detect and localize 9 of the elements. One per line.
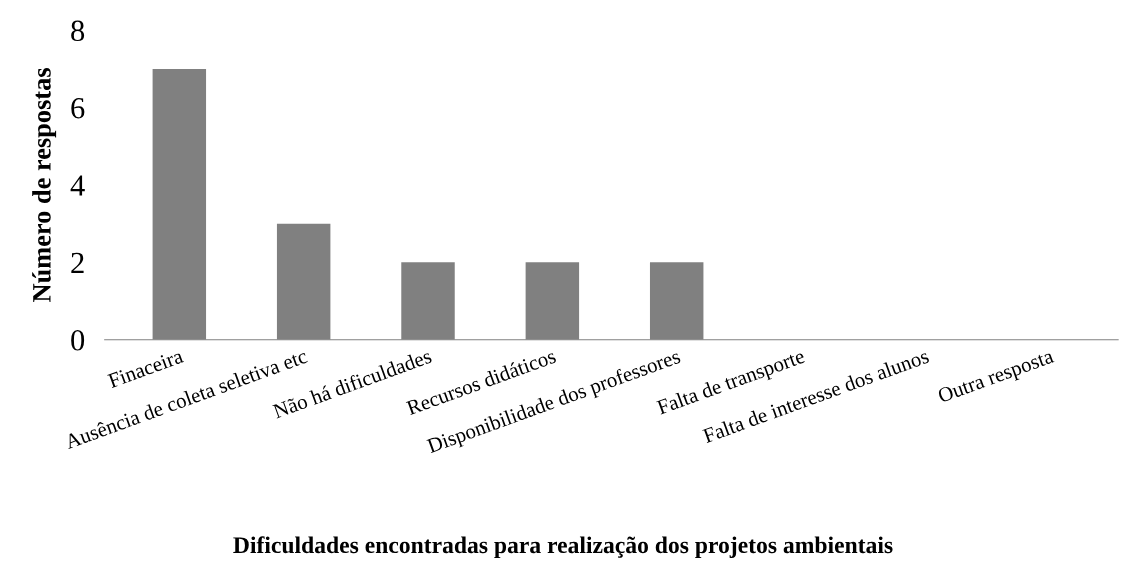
y-tick-label: 6 xyxy=(71,97,85,119)
x-axis-title: Dificuldades encontradas para realização dos projetos ambientais xyxy=(233,536,893,558)
x-tick-label: Finaceira xyxy=(107,348,185,389)
x-tick-label: Outra resposta xyxy=(937,348,1056,407)
y-tick-label: 2 xyxy=(71,252,84,273)
y-axis-title: Número de respostas xyxy=(32,68,57,303)
y-tick-label: 8 xyxy=(71,20,85,42)
y-tick-label: 4 xyxy=(70,175,85,196)
y-tick-label: 0 xyxy=(71,330,85,351)
